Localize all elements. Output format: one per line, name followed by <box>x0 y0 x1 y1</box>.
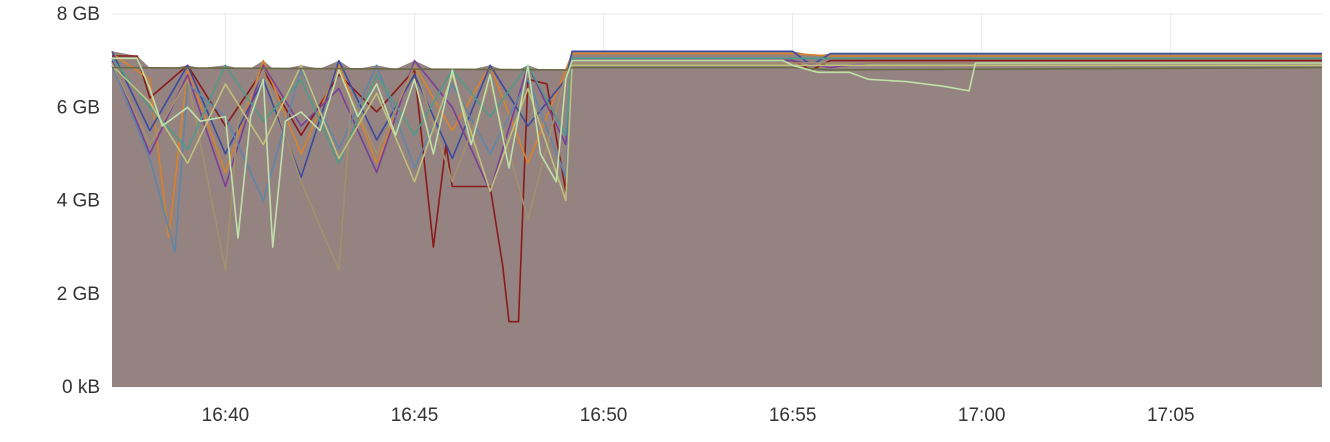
y-axis: 0 kB 2 GB 4 GB 6 GB 8 GB <box>57 4 100 398</box>
y-tick-label: 6 GB <box>57 97 100 118</box>
y-tick-label: 0 kB <box>62 377 100 398</box>
x-tick-label: 17:00 <box>958 405 1006 426</box>
x-tick-label: 16:40 <box>202 405 250 426</box>
x-tick-label: 17:05 <box>1147 405 1195 426</box>
series-line <box>111 62 1322 272</box>
series-line <box>111 50 1322 178</box>
series-lines <box>111 50 1323 323</box>
area-fill <box>112 51 1322 388</box>
x-tick-label: 16:55 <box>769 405 817 426</box>
y-tick-label: 2 GB <box>57 284 100 305</box>
y-tick-label: 8 GB <box>57 4 100 25</box>
series-line <box>111 66 1323 71</box>
filled-area <box>112 51 1322 388</box>
series-line <box>111 64 1322 202</box>
x-tick-label: 16:45 <box>391 405 439 426</box>
series-line <box>112 57 1322 248</box>
x-tick-label: 16:50 <box>580 405 628 426</box>
x-axis: 16:40 16:45 16:50 16:55 17:00 17:05 <box>202 405 1195 426</box>
y-tick-label: 4 GB <box>57 191 100 212</box>
series-line <box>111 59 1322 192</box>
series-line <box>111 57 1322 253</box>
